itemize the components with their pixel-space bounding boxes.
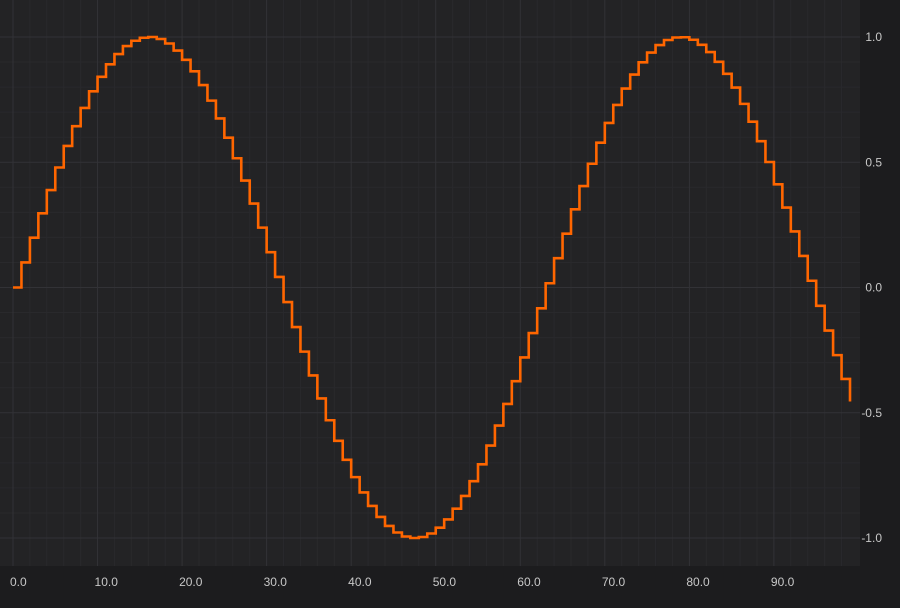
x-axis-tick-labels: 0.0 10.0 20.0 30.0 40.0 50.0 60.0 70.0 80.0 90.0 <box>10 575 795 589</box>
y-tick-label: 0.5 <box>865 155 882 169</box>
x-tick-label: 40.0 <box>348 575 372 589</box>
x-tick-label: 30.0 <box>264 575 288 589</box>
x-tick-label: 10.0 <box>95 575 119 589</box>
minor-gridlines <box>0 0 860 566</box>
y-tick-label: 0.0 <box>865 281 882 295</box>
x-tick-label: 50.0 <box>433 575 457 589</box>
x-tick-label: 80.0 <box>686 575 710 589</box>
series-layer <box>13 35 852 540</box>
x-tick-label: 20.0 <box>179 575 203 589</box>
plot-area <box>0 0 860 566</box>
y-tick-label: -0.5 <box>861 406 882 420</box>
major-gridlines <box>0 0 860 566</box>
y-tick-label: 1.0 <box>865 30 882 44</box>
x-tick-label: 90.0 <box>771 575 795 589</box>
y-axis-tick-labels: 1.0 0.5 0.0 -0.5 -1.0 <box>861 30 882 545</box>
x-tick-label: 60.0 <box>517 575 541 589</box>
x-tick-label: 0.0 <box>10 575 27 589</box>
y-tick-label: -1.0 <box>861 531 882 545</box>
x-tick-label: 70.0 <box>602 575 626 589</box>
series-step-line <box>13 35 852 540</box>
